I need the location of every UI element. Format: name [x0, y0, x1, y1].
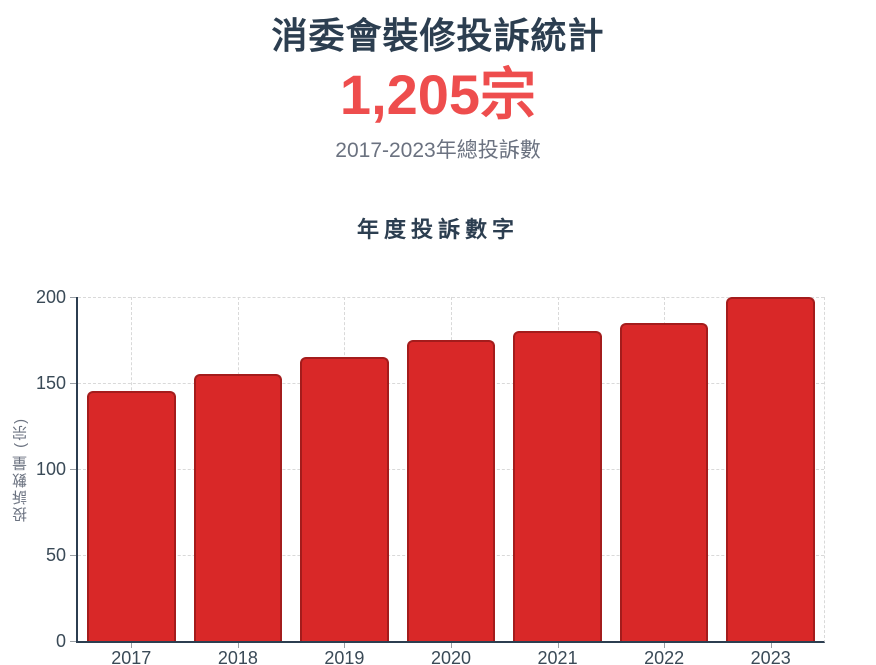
y-tick-label: 0: [55, 630, 66, 651]
x-tick-mark: [770, 642, 772, 648]
y-tick-mark: [70, 640, 76, 642]
bar-2023[interactable]: [726, 296, 815, 641]
bar-2021[interactable]: [513, 331, 602, 641]
bar-cell-2022: [611, 297, 718, 641]
y-tick-label: 100: [35, 458, 66, 479]
header: 消委會裝修投訴統計 1,205宗 2017-2023年總投訴數: [0, 0, 876, 163]
x-tick-mark: [557, 642, 559, 648]
x-tick-mark: [664, 642, 666, 648]
y-tick-mark: [70, 296, 76, 298]
x-tick-label: 2022: [644, 647, 685, 665]
x-tick-mark: [451, 642, 452, 648]
x-tick-label: 2020: [430, 647, 472, 665]
bar-cell-2017: [78, 297, 185, 641]
total-complaints-subtitle: 2017-2023年總投訴數: [335, 139, 541, 162]
plot-area: [76, 296, 825, 643]
x-tick-mark: [237, 642, 239, 648]
x-tick-mark: [131, 642, 133, 648]
x-tick-label: 2018: [217, 647, 258, 665]
x-tick-label: 2021: [537, 647, 578, 665]
y-tick-mark: [70, 468, 76, 470]
bar-cell-2020: [398, 297, 505, 641]
bar-2019[interactable]: [300, 356, 389, 641]
bar-2020[interactable]: [406, 339, 496, 641]
y-tick-mark: [70, 382, 76, 384]
bar-2022[interactable]: [619, 322, 709, 641]
page-title: 消委會裝修投訴統計: [271, 15, 605, 56]
y-tick-label: 50: [45, 544, 66, 565]
bar-2017[interactable]: [87, 391, 176, 641]
bar-cell-2019: [291, 297, 398, 641]
bar-cell-2021: [504, 297, 611, 641]
bar-cell-2018: [185, 297, 292, 641]
total-complaints-value: 1,205宗: [339, 63, 537, 126]
x-tick-label: 2019: [324, 647, 365, 665]
y-tick-label: 200: [35, 286, 66, 307]
y-tick-label: 150: [35, 372, 66, 393]
bar-2018[interactable]: [193, 374, 283, 641]
chart-title: 年度投訴數字: [356, 217, 519, 243]
y-tick-mark: [70, 554, 76, 556]
x-tick-mark: [344, 642, 346, 648]
bar-chart: 投訴數量 (宗) 0 50 100 150 200 2017 2018 2019 2020 202…: [0, 287, 876, 665]
x-tick-label: 2023: [750, 647, 791, 665]
x-tick-label: 2017: [111, 647, 152, 665]
bar-cell-2023: [717, 296, 824, 641]
